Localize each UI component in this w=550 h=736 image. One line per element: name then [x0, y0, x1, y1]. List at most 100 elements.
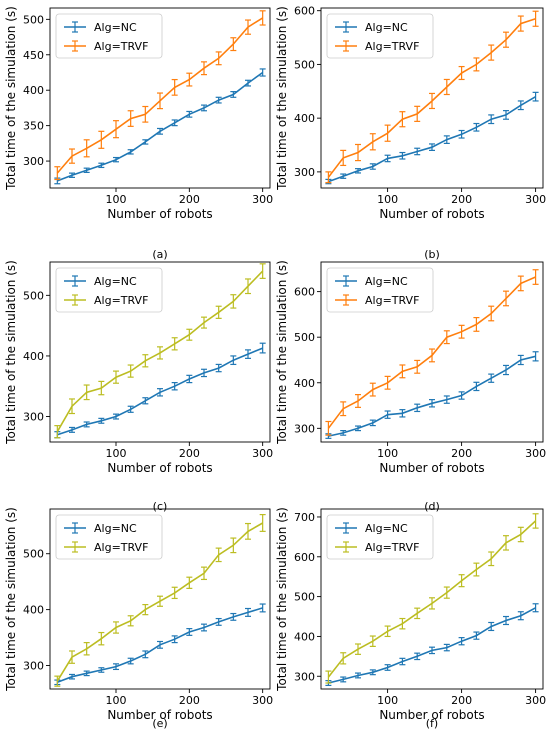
x-tick-label: 100 [106, 694, 127, 707]
legend-label: Alg=NC [365, 275, 408, 288]
chart-a: 100 200 300 300 350 400 450 500 Number of robots… [4, 6, 273, 261]
legend: Alg=NC Alg=TRVF [55, 13, 163, 59]
x-tick-label: 100 [106, 193, 127, 206]
y-tick-label: 400 [294, 112, 315, 125]
panel-caption: (e) [152, 717, 167, 730]
series-trvf [54, 10, 266, 181]
chart-c: 100 200 300 300 400 500 Number of robots Total … [4, 260, 273, 513]
series-nc [54, 603, 266, 686]
x-tick-label: 200 [451, 694, 472, 707]
y-tick-label: 500 [23, 13, 44, 26]
y-tick-label: 700 [294, 511, 315, 524]
plot-frame [49, 7, 271, 189]
legend-label: Alg=TRVF [365, 541, 419, 554]
x-tick-label: 300 [525, 694, 546, 707]
x-tick-label: 200 [179, 447, 200, 460]
series-nc [54, 68, 266, 185]
y-tick-label: 400 [294, 377, 315, 390]
legend: Alg=NC Alg=TRVF [326, 13, 434, 59]
series-line [57, 71, 264, 182]
x-tick-label: 100 [377, 694, 398, 707]
y-tick-label: 600 [294, 551, 315, 564]
legend-label: Alg=NC [94, 522, 137, 535]
y-tick-label: 300 [294, 670, 315, 683]
x-tick-label: 100 [106, 447, 127, 460]
x-tick-label: 100 [377, 447, 398, 460]
series-line [328, 355, 536, 437]
y-tick-label: 400 [23, 84, 44, 97]
y-tick-label: 400 [23, 350, 44, 363]
legend: Alg=NC Alg=TRVF [55, 267, 163, 313]
y-tick-label: 600 [294, 286, 315, 299]
y-tick-label: 500 [23, 548, 44, 561]
x-tick-label: 300 [525, 193, 546, 206]
x-axis-label: Number of robots [379, 708, 484, 722]
series-trvf [54, 513, 266, 687]
y-tick-label: 300 [23, 660, 44, 673]
legend-box [326, 13, 434, 59]
legend-box [55, 13, 163, 59]
series-nc [325, 91, 539, 185]
y-axis-label: Total time of the simulation (s) [4, 260, 18, 445]
y-tick-label: 500 [294, 591, 315, 604]
x-tick-label: 300 [252, 193, 273, 206]
x-tick-label: 100 [377, 193, 398, 206]
legend-label: Alg=TRVF [94, 294, 148, 307]
panel-caption: (b) [424, 248, 440, 261]
panel-caption: (d) [424, 500, 440, 513]
y-tick-label: 500 [294, 331, 315, 344]
series-line [328, 607, 536, 684]
legend-label: Alg=NC [365, 522, 408, 535]
x-axis-label: Number of robots [379, 461, 484, 475]
y-axis-label: Total time of the simulation (s) [275, 6, 289, 191]
plot-frame [49, 508, 271, 690]
x-axis-label: Number of robots [107, 461, 212, 475]
y-tick-label: 500 [294, 58, 315, 71]
x-axis-label: Number of robots [107, 207, 212, 221]
x-tick-label: 300 [252, 694, 273, 707]
y-axis-label: Total time of the simulation (s) [275, 507, 289, 692]
y-tick-label: 400 [23, 604, 44, 617]
panel-caption: (f) [426, 717, 438, 730]
series-trvf [54, 263, 266, 439]
y-axis-label: Total time of the simulation (s) [4, 507, 18, 692]
legend-label: Alg=TRVF [365, 294, 419, 307]
legend-label: Alg=TRVF [94, 541, 148, 554]
y-tick-label: 400 [294, 630, 315, 643]
plot-frame [320, 261, 544, 443]
legend: Alg=NC Alg=TRVF [326, 267, 434, 313]
legend-box [55, 267, 163, 313]
x-tick-label: 200 [179, 694, 200, 707]
chart-e: 100 200 300 300 400 500 Number of robots Total … [4, 507, 273, 730]
y-tick-label: 300 [294, 422, 315, 435]
chart-b: 100 200 300 300 400 500 600 Number of robots Tot… [275, 5, 546, 261]
panel-caption: (c) [153, 500, 168, 513]
y-tick-label: 300 [23, 155, 44, 168]
x-tick-label: 300 [525, 447, 546, 460]
legend-box [55, 514, 163, 560]
y-tick-label: 350 [23, 120, 44, 133]
x-tick-label: 200 [451, 193, 472, 206]
chart-f: 100 200 300 300 400 500 600 700 Number of robots… [275, 507, 546, 730]
chart-d: 100 200 300 300 400 500 600 Number of robots Tot… [275, 260, 546, 513]
legend-box [326, 267, 434, 313]
x-tick-label: 300 [252, 447, 273, 460]
panel-caption: (a) [152, 248, 167, 261]
legend-label: Alg=NC [365, 21, 408, 34]
y-axis-label: Total time of the simulation (s) [275, 260, 289, 445]
plot-frame [320, 7, 544, 189]
legend-label: Alg=NC [94, 275, 137, 288]
y-axis-label: Total time of the simulation (s) [4, 6, 18, 191]
x-axis-label: Number of robots [107, 708, 212, 722]
series-trvf [325, 10, 539, 184]
x-axis-label: Number of robots [379, 207, 484, 221]
y-tick-label: 500 [23, 289, 44, 302]
plot-frame [320, 508, 544, 690]
series-trvf [325, 269, 539, 436]
y-tick-label: 300 [23, 411, 44, 424]
y-tick-label: 300 [294, 166, 315, 179]
legend-label: Alg=TRVF [365, 40, 419, 53]
legend-box [326, 514, 434, 560]
x-tick-label: 200 [179, 193, 200, 206]
